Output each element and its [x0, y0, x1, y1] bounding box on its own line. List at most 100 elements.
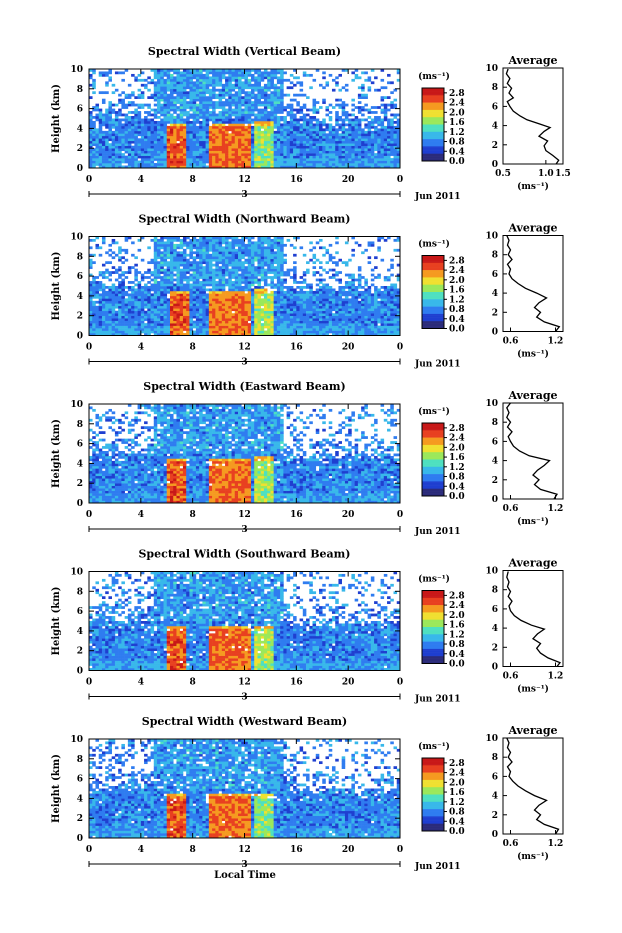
heatmap-cell [283, 136, 287, 139]
heatmap-cell [206, 251, 210, 254]
heatmap-cell [209, 71, 213, 74]
heatmap-cell [358, 136, 362, 139]
heatmap-cell [254, 136, 258, 139]
heatmap-cell [313, 111, 317, 114]
heatmap-cell [261, 318, 265, 321]
heatmap-cell [245, 308, 249, 311]
heatmap-cell [348, 163, 352, 166]
heatmap-cell [193, 313, 197, 316]
heatmap-cell [254, 293, 258, 296]
heatmap-cell [134, 269, 138, 272]
heatmap-cell [280, 101, 284, 104]
heatmap-cell [134, 256, 138, 259]
heatmap-cell [160, 121, 164, 124]
heatmap-cell [128, 308, 132, 311]
heatmap-cell [157, 293, 161, 296]
heatmap-cell [274, 96, 278, 99]
heatmap-cell [131, 323, 135, 326]
heatmap-cell [241, 153, 245, 156]
heatmap-cell [173, 151, 177, 154]
heatmap-cell [309, 161, 313, 164]
heatmap-cell [384, 111, 388, 114]
heatmap-cell [293, 76, 297, 79]
heatmap-cell [228, 254, 232, 257]
heatmap-cell [368, 148, 372, 151]
heatmap-cell [267, 331, 271, 334]
heatmap-cell [154, 84, 158, 87]
heatmap-cell [241, 318, 245, 321]
heatmap-cell [134, 313, 138, 316]
heatmap-cell [225, 153, 229, 156]
heatmap-cell [170, 126, 174, 129]
heatmap-cell [342, 161, 346, 164]
heatmap-cell [232, 131, 236, 134]
heatmap-cell [151, 286, 155, 289]
heatmap-cell [257, 133, 261, 136]
heatmap-cell [222, 301, 226, 304]
heatmap-cell [361, 89, 365, 92]
heatmap-cell [296, 104, 300, 107]
heatmap-cell [257, 311, 261, 314]
heatmap-cell [322, 138, 326, 141]
heatmap-cell [170, 246, 174, 249]
heatmap-cell [173, 131, 177, 134]
heatmap-cell [390, 114, 394, 117]
heatmap-cell [151, 148, 155, 151]
heatmap-cell [232, 74, 236, 77]
heatmap-cell [134, 331, 138, 334]
heatmap-cell [329, 141, 333, 144]
heatmap-cell [170, 161, 174, 164]
heatmap-cell [157, 76, 161, 79]
heatmap-cell [267, 79, 271, 82]
heatmap-cell [131, 151, 135, 154]
heatmap-cell [160, 311, 164, 314]
heatmap-cell [147, 276, 151, 279]
heatmap-cell [270, 261, 274, 264]
heatmap-cell [193, 111, 197, 114]
heatmap-cell [193, 84, 197, 87]
heatmap-cell [264, 106, 268, 109]
heatmap-cell [108, 271, 112, 274]
heatmap-cell [325, 143, 329, 146]
heatmap-cell [151, 318, 155, 321]
heatmap-cell [232, 286, 236, 289]
heatmap-cell [199, 84, 203, 87]
heatmap-cell [193, 121, 197, 124]
heatmap-cell [384, 148, 388, 151]
heatmap-cell [112, 321, 116, 324]
heatmap-cell [235, 284, 239, 287]
heatmap-cell [222, 71, 226, 74]
heatmap-cell [348, 121, 352, 124]
heatmap-cell [121, 261, 125, 264]
heatmap-cell [225, 86, 229, 89]
heatmap-cell [371, 156, 375, 159]
heatmap-cell [257, 158, 261, 161]
heatmap-cell [238, 239, 242, 242]
heatmap-cell [274, 138, 278, 141]
heatmap-cell [157, 133, 161, 136]
heatmap-cell [92, 284, 96, 287]
heatmap-cell [196, 241, 200, 244]
heatmap-cell [99, 163, 103, 166]
heatmap-cell [164, 81, 168, 84]
heatmap-cell [232, 261, 236, 264]
heatmap-cell [89, 298, 93, 301]
heatmap-cell [384, 158, 388, 161]
heatmap-cell [283, 151, 287, 154]
heatmap-cell [125, 306, 129, 309]
heatmap-cell [293, 121, 297, 124]
heatmap-cell [387, 123, 391, 126]
heatmap-cell [280, 156, 284, 159]
heatmap-cell [202, 313, 206, 316]
heatmap-cell [202, 281, 206, 284]
heatmap-cell [118, 331, 122, 334]
heatmap-cell [309, 138, 313, 141]
heatmap-cell [215, 161, 219, 164]
heatmap-cell [209, 298, 213, 301]
heatmap-cell [209, 261, 213, 264]
heatmap-cell [157, 246, 161, 249]
heatmap-cell [335, 148, 339, 151]
heatmap-cell [206, 246, 210, 249]
heatmap-cell [180, 246, 184, 249]
heatmap-cell [277, 141, 281, 144]
